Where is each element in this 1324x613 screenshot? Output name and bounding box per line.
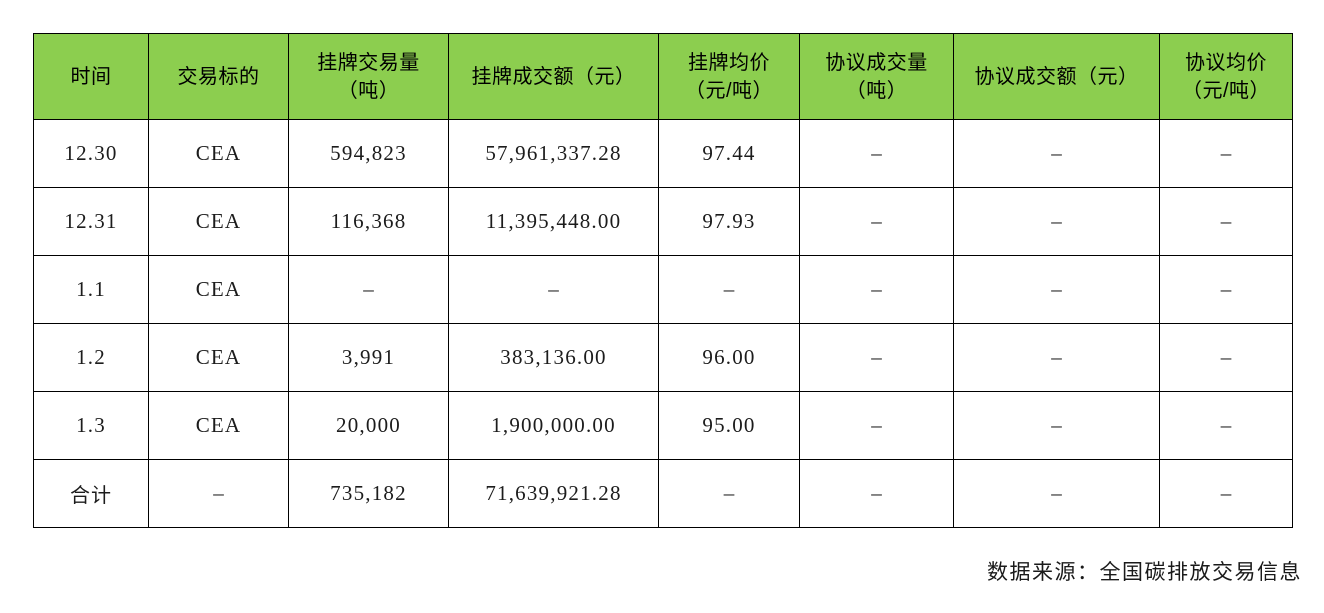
cell-listed-avg-price: 96.00 (658, 323, 800, 392)
cell-negotiated-avg-price: – (1159, 459, 1293, 528)
column-header-listed-volume-line-2: （吨） (337, 79, 400, 102)
cell-negotiated-amount: – (953, 187, 1160, 256)
table-row: 12.30 CEA 594,823 57,961,337.28 97.44 – … (33, 119, 1293, 188)
cell-listed-amount: 11,395,448.00 (448, 187, 659, 256)
column-header-negotiated-amount: 协议成交额（元） (953, 33, 1160, 120)
column-header-listed-volume-line-1: 挂牌交易量 (317, 51, 420, 74)
cell-total-label: 合计 (33, 459, 149, 528)
cell-asset: CEA (148, 391, 289, 460)
cell-asset: CEA (148, 323, 289, 392)
cell-asset: CEA (148, 187, 289, 256)
column-header-negotiated-avg-price-line-2: （元/吨） (1181, 79, 1271, 102)
cell-time: 1.3 (33, 391, 149, 460)
column-header-asset-line-1: 交易标的 (177, 65, 260, 88)
cell-negotiated-volume: – (799, 255, 954, 324)
cell-asset: CEA (148, 255, 289, 324)
cell-listed-avg-price: 95.00 (658, 391, 800, 460)
cell-asset: CEA (148, 119, 289, 188)
column-header-negotiated-avg-price-line-1: 协议均价 (1185, 51, 1267, 74)
carbon-trading-table-container: 时间 交易标的 挂牌交易量 （吨） 挂牌成交额（元） 挂牌均价 （元/吨） (33, 33, 1293, 528)
table-body: 12.30 CEA 594,823 57,961,337.28 97.44 – … (33, 119, 1293, 528)
cell-time: 12.31 (33, 187, 149, 256)
column-header-negotiated-volume-line-2: （吨） (845, 79, 908, 102)
column-header-time-line-1: 时间 (70, 65, 112, 88)
table-total-row: 合计 – 735,182 71,639,921.28 – – – – (33, 459, 1293, 528)
column-header-listed-volume: 挂牌交易量 （吨） (288, 33, 449, 120)
column-header-negotiated-amount-line-1: 协议成交额（元） (974, 65, 1139, 88)
cell-listed-avg-price: 97.93 (658, 187, 800, 256)
cell-listed-amount: 71,639,921.28 (448, 459, 659, 528)
cell-time: 1.1 (33, 255, 149, 324)
table-header: 时间 交易标的 挂牌交易量 （吨） 挂牌成交额（元） 挂牌均价 （元/吨） (33, 33, 1293, 120)
cell-listed-avg-price: 97.44 (658, 119, 800, 188)
cell-negotiated-amount: – (953, 391, 1160, 460)
data-source-note: 数据来源：全国碳排放交易信息 (987, 561, 1302, 584)
cell-negotiated-amount: – (953, 323, 1160, 392)
cell-negotiated-avg-price: – (1159, 187, 1293, 256)
table-header-row: 时间 交易标的 挂牌交易量 （吨） 挂牌成交额（元） 挂牌均价 （元/吨） (33, 33, 1293, 120)
cell-listed-avg-price: – (658, 255, 800, 324)
cell-listed-volume: – (288, 255, 449, 324)
column-header-listed-amount-line-1: 挂牌成交额（元） (471, 65, 636, 88)
column-header-listed-amount: 挂牌成交额（元） (448, 33, 659, 120)
table-row: 12.31 CEA 116,368 11,395,448.00 97.93 – … (33, 187, 1293, 256)
table-row: 1.2 CEA 3,991 383,136.00 96.00 – – – (33, 323, 1293, 392)
column-header-time: 时间 (33, 33, 149, 120)
cell-listed-amount: – (448, 255, 659, 324)
cell-negotiated-avg-price: – (1159, 255, 1293, 324)
cell-listed-volume: 594,823 (288, 119, 449, 188)
column-header-listed-avg-price-line-2: （元/吨） (684, 79, 774, 102)
column-header-negotiated-avg-price: 协议均价 （元/吨） (1159, 33, 1293, 120)
cell-listed-volume: 20,000 (288, 391, 449, 460)
column-header-negotiated-volume: 协议成交量 （吨） (799, 33, 954, 120)
cell-listed-avg-price: – (658, 459, 800, 528)
cell-listed-amount: 1,900,000.00 (448, 391, 659, 460)
carbon-trading-table: 时间 交易标的 挂牌交易量 （吨） 挂牌成交额（元） 挂牌均价 （元/吨） (33, 33, 1293, 528)
cell-listed-volume: 116,368 (288, 187, 449, 256)
cell-negotiated-amount: – (953, 459, 1160, 528)
cell-negotiated-volume: – (799, 187, 954, 256)
cell-time: 12.30 (33, 119, 149, 188)
cell-negotiated-amount: – (953, 255, 1160, 324)
cell-listed-amount: 57,961,337.28 (448, 119, 659, 188)
table-row: 1.1 CEA – – – – – – (33, 255, 1293, 324)
column-header-negotiated-volume-line-1: 协议成交量 (825, 51, 928, 74)
cell-negotiated-amount: – (953, 119, 1160, 188)
cell-listed-volume: 3,991 (288, 323, 449, 392)
cell-time: 1.2 (33, 323, 149, 392)
cell-listed-amount: 383,136.00 (448, 323, 659, 392)
cell-listed-volume: 735,182 (288, 459, 449, 528)
cell-negotiated-volume: – (799, 323, 954, 392)
column-header-listed-avg-price: 挂牌均价 （元/吨） (658, 33, 800, 120)
cell-negotiated-volume: – (799, 391, 954, 460)
column-header-asset: 交易标的 (148, 33, 289, 120)
column-header-listed-avg-price-line-1: 挂牌均价 (688, 51, 770, 74)
cell-negotiated-volume: – (799, 459, 954, 528)
table-row: 1.3 CEA 20,000 1,900,000.00 95.00 – – – (33, 391, 1293, 460)
cell-negotiated-avg-price: – (1159, 391, 1293, 460)
cell-negotiated-volume: – (799, 119, 954, 188)
cell-asset: – (148, 459, 289, 528)
cell-negotiated-avg-price: – (1159, 323, 1293, 392)
cell-negotiated-avg-price: – (1159, 119, 1293, 188)
